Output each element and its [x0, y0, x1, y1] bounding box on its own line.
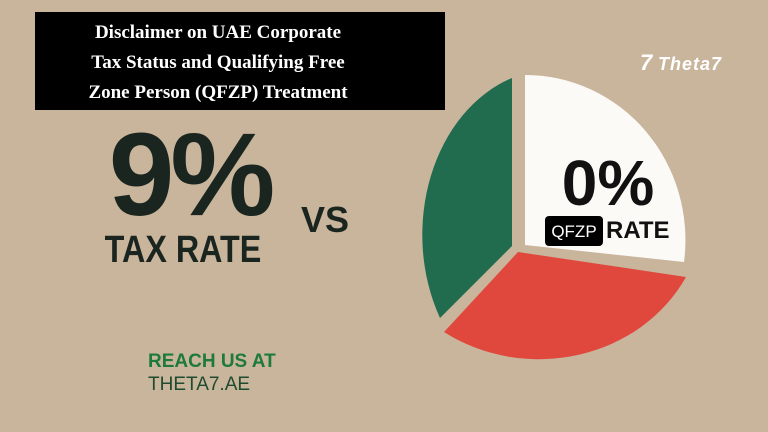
badge: QFZP	[551, 222, 596, 241]
pie-white-slice	[525, 74, 686, 262]
rate-label: TAX RATE	[105, 229, 262, 271]
big-rate: 9%	[109, 109, 273, 241]
contact-site: THETA7.AE	[148, 374, 250, 395]
rate-label: RATE	[606, 217, 670, 244]
title-line: Tax Status and Qualifying Free	[91, 52, 344, 73]
logo-mark: 7	[640, 50, 654, 75]
pie-green-slice	[422, 78, 512, 318]
title-line: Disclaimer on UAE Corporate	[95, 22, 341, 43]
title-box	[35, 12, 445, 110]
zero-rate: 0%	[562, 147, 655, 219]
pie-red-slice	[444, 252, 686, 360]
logo-text: Theta7	[658, 54, 722, 74]
title-line: Zone Person (QFZP) Treatment	[88, 82, 348, 103]
contact-prompt: REACH US AT	[148, 351, 276, 372]
versus: VS	[301, 199, 349, 240]
badge-box	[545, 216, 603, 246]
